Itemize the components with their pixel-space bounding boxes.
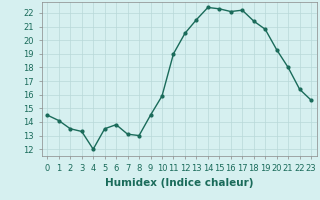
X-axis label: Humidex (Indice chaleur): Humidex (Indice chaleur) bbox=[105, 178, 253, 188]
